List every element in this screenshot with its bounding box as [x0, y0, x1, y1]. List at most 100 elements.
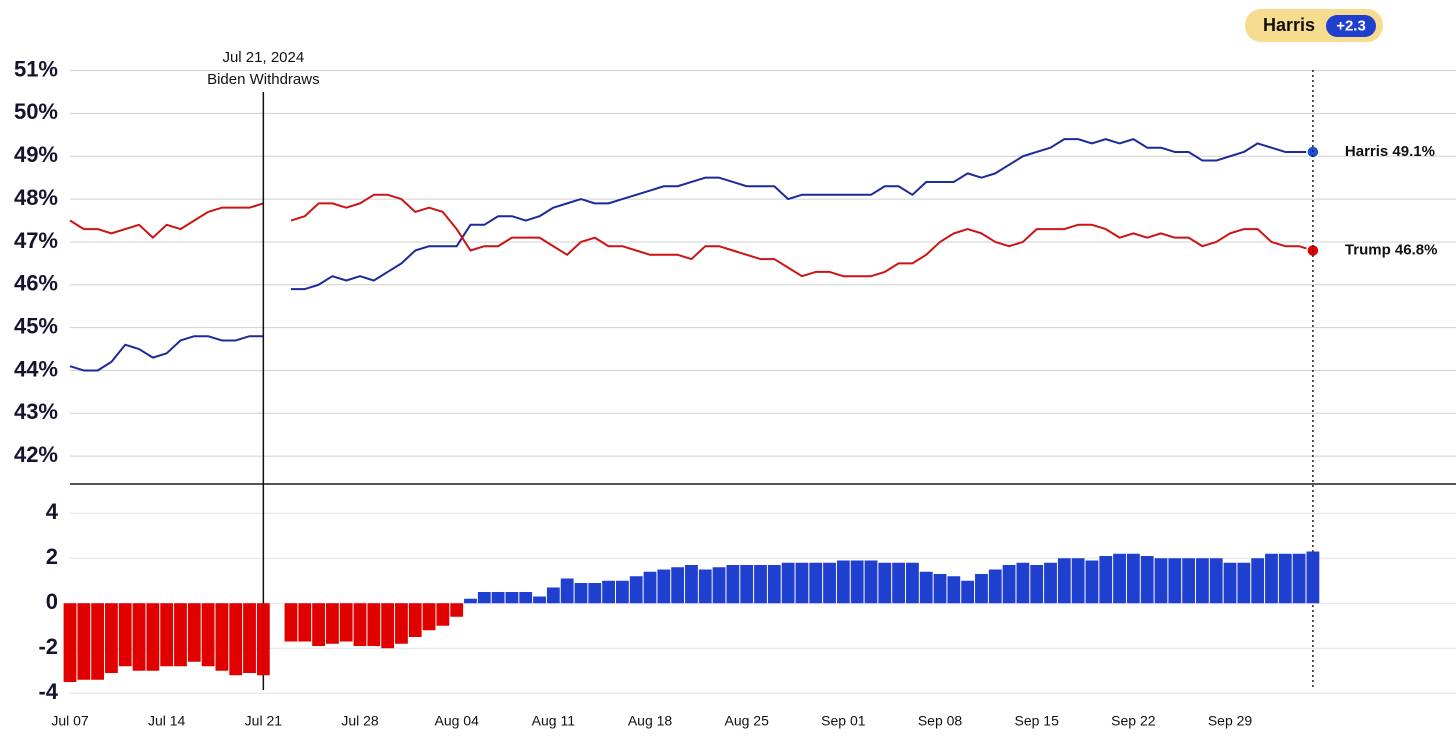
margin-bar: [657, 569, 671, 604]
margin-bar: [975, 574, 988, 604]
margin-bar: [1057, 558, 1071, 604]
margin-bar: [63, 603, 77, 682]
margin-bar: [906, 562, 919, 604]
margin-bar: [1237, 562, 1251, 604]
margin-bar: [1030, 565, 1044, 604]
x-tick-label: Jul 14: [148, 713, 186, 729]
margin-bar: [201, 603, 215, 667]
y-tick-label: 42%: [14, 442, 58, 467]
y-tick-label: 43%: [14, 399, 58, 424]
y-tick-label: 50%: [14, 99, 58, 124]
margin-bar: [1126, 553, 1140, 604]
margin-bar: [408, 603, 422, 637]
margin-bar: [1168, 558, 1182, 604]
margin-bar: [1196, 558, 1209, 604]
margin-bar: [477, 592, 491, 604]
margin-bar: [160, 603, 174, 667]
margin-bar: [284, 603, 298, 642]
margin-bar: [105, 603, 118, 673]
margin-bar: [1002, 565, 1016, 604]
margin-bar: [671, 567, 685, 604]
leader-name: Harris: [1263, 15, 1315, 35]
margin-bar: [754, 565, 767, 604]
margin-bar: [519, 592, 533, 604]
margin-bar: [712, 567, 726, 604]
x-tick-label: Sep 01: [821, 713, 866, 729]
margin-bar: [533, 596, 546, 604]
margin-bar: [560, 578, 574, 604]
margin-bar: [961, 580, 975, 604]
x-tick-label: Aug 25: [725, 713, 770, 729]
x-tick-label: Sep 08: [918, 713, 963, 729]
x-tick-label: Aug 18: [628, 713, 673, 729]
x-tick-label: Jul 21: [245, 713, 283, 729]
margin-bar: [491, 592, 505, 604]
x-tick-label: Aug 04: [434, 713, 479, 729]
end-label: Trump 46.8%: [1345, 241, 1438, 258]
margin-bar: [588, 583, 602, 604]
margin-bar: [947, 576, 961, 604]
margin-bar: [740, 565, 754, 604]
y-tick-label: 46%: [14, 271, 58, 296]
margin-bar: [1044, 562, 1057, 604]
y-tick-label: 4: [46, 499, 59, 524]
margin-bar: [174, 603, 187, 667]
margin-bar: [1140, 556, 1154, 604]
margin-bar: [546, 587, 560, 604]
y-tick-label: 0: [46, 589, 58, 614]
x-tick-label: Jul 28: [341, 713, 379, 729]
margin-bar: [77, 603, 91, 680]
margin-bar: [629, 576, 643, 604]
margin-bar: [643, 571, 657, 604]
margin-bar: [1292, 553, 1306, 604]
margin-bar: [339, 603, 353, 642]
margin-bar: [1099, 556, 1113, 604]
end-label: Harris 49.1%: [1345, 143, 1435, 160]
margin-bar: [505, 592, 519, 604]
margin-bar: [602, 580, 615, 604]
margin-bar: [864, 560, 878, 604]
annotation-date: Jul 21, 2024: [222, 49, 304, 66]
margin-bar: [685, 565, 698, 604]
y-tick-label: 51%: [14, 56, 58, 81]
margin-bar: [146, 603, 160, 671]
margin-bar: [919, 571, 933, 604]
margin-bar: [795, 562, 809, 604]
margin-bar: [1182, 558, 1196, 604]
margin-bar: [187, 603, 201, 662]
margin-bar: [243, 603, 256, 673]
margin-bar: [988, 569, 1002, 604]
margin-bar: [933, 574, 947, 604]
margin-bar: [1154, 558, 1168, 604]
margin-bar: [395, 603, 408, 644]
margin-bar: [1016, 562, 1030, 604]
margin-bar: [256, 603, 270, 676]
margin-bar: [1265, 553, 1278, 604]
y-tick-label: -2: [38, 634, 58, 659]
margin-bar: [809, 562, 823, 604]
x-tick-label: Sep 15: [1015, 713, 1060, 729]
margin-bar: [823, 562, 836, 604]
margin-bar: [215, 603, 229, 671]
margin-bar: [381, 603, 395, 649]
x-tick-label: Sep 22: [1111, 713, 1156, 729]
margin-bar: [436, 603, 450, 626]
margin-bar: [1306, 551, 1320, 604]
margin-bar: [781, 562, 795, 604]
margin-bar: [312, 603, 325, 646]
margin-bar: [892, 562, 906, 604]
margin-bar: [767, 565, 781, 604]
y-tick-label: -4: [38, 679, 58, 704]
margin-bar: [118, 603, 132, 667]
margin-bar: [574, 583, 588, 604]
margin-bar: [698, 569, 712, 604]
margin-bar: [726, 565, 740, 604]
margin-bar: [367, 603, 381, 646]
margin-bar: [1085, 560, 1099, 604]
series-line: [69, 138, 1313, 372]
leader-margin: +2.3: [1336, 17, 1366, 34]
margin-bar: [229, 603, 243, 676]
margin-bar: [464, 598, 477, 604]
